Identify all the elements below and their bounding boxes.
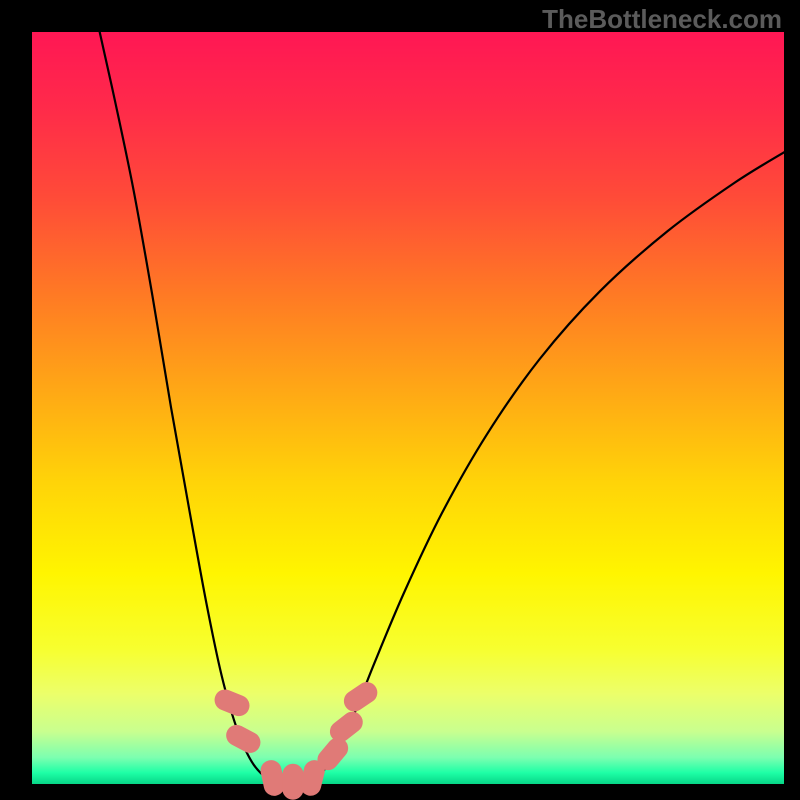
curve-markers <box>212 679 381 800</box>
marker-capsule <box>212 687 252 719</box>
watermark-text: TheBottleneck.com <box>542 4 782 35</box>
bottleneck-curve <box>100 32 784 785</box>
marker-capsule <box>223 722 263 756</box>
marker-capsule <box>283 764 303 799</box>
plot-area <box>32 32 784 784</box>
marker-capsule <box>341 679 381 715</box>
chart-stage: TheBottleneck.com <box>0 0 800 800</box>
curve-layer <box>32 32 784 784</box>
marker-capsule <box>259 759 286 797</box>
